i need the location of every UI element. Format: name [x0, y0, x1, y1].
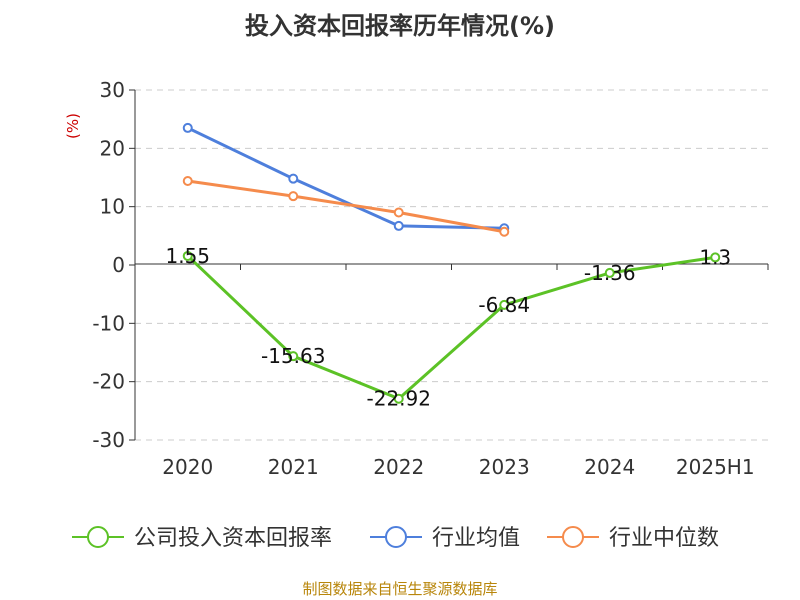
series-line: [187, 126, 505, 230]
x-tick-label: 2024: [584, 455, 635, 479]
legend-marker: [562, 526, 584, 548]
data-point: [182, 176, 193, 186]
y-tick-label: -30: [92, 428, 125, 452]
axes: 30 20 10 0 -10 -20 -30 2020 2021 2022 2023 2024 2025…: [64, 78, 769, 479]
data-label: -22.92: [367, 387, 431, 411]
legend-label: 行业均值: [432, 526, 520, 551]
data-label: 1.55: [165, 244, 210, 268]
x-tick-label: 2025H1: [676, 455, 755, 479]
data-point: [393, 393, 404, 404]
data-point: [604, 267, 615, 278]
chart-title: 投入资本回报率历年情况(%): [245, 12, 555, 40]
y-tick-label: 20: [100, 136, 125, 160]
legend-marker: [87, 526, 109, 548]
data-point: [499, 299, 510, 310]
x-tick-label: 2021: [268, 455, 319, 479]
data-label: -6.84: [478, 293, 530, 317]
data-point: [499, 226, 510, 237]
y-tick-label: 10: [100, 195, 125, 219]
data-point: [288, 191, 299, 202]
data-point: [288, 351, 299, 362]
y-tick-label: -20: [92, 370, 125, 394]
legend-marker: [385, 526, 407, 548]
data-point: [288, 173, 299, 184]
series-line: [187, 179, 505, 234]
legend-label: 公司投入资本回报率: [134, 526, 332, 551]
data-point: [393, 220, 404, 231]
data-label: 1.3: [699, 245, 731, 269]
data-labels: 1.55 -15.63 -22.92 -6.84 -1.36 1.3: [165, 244, 731, 411]
data-point: [182, 122, 193, 133]
data-label: -1.36: [584, 261, 636, 285]
series-layer: [182, 122, 721, 404]
data-point: [710, 252, 721, 263]
y-tick-label: 0: [112, 253, 125, 277]
legend: 公司投入资本回报率 行业均值 行业中位数: [72, 526, 719, 551]
y-tick-label: 30: [100, 78, 125, 102]
x-tick-label: 2020: [162, 455, 213, 479]
source-note: 制图数据来自恒生聚源数据库: [302, 580, 498, 598]
y-tick-label: -10: [92, 311, 125, 335]
x-tick-label: 2022: [373, 455, 424, 479]
data-label: -15.63: [261, 344, 325, 368]
data-point: [182, 250, 193, 261]
x-tick-label: 2023: [479, 455, 530, 479]
y-axis-label: (%): [64, 113, 82, 139]
legend-label: 行业中位数: [609, 526, 719, 551]
data-point: [393, 207, 404, 218]
series-line: [186, 254, 716, 401]
